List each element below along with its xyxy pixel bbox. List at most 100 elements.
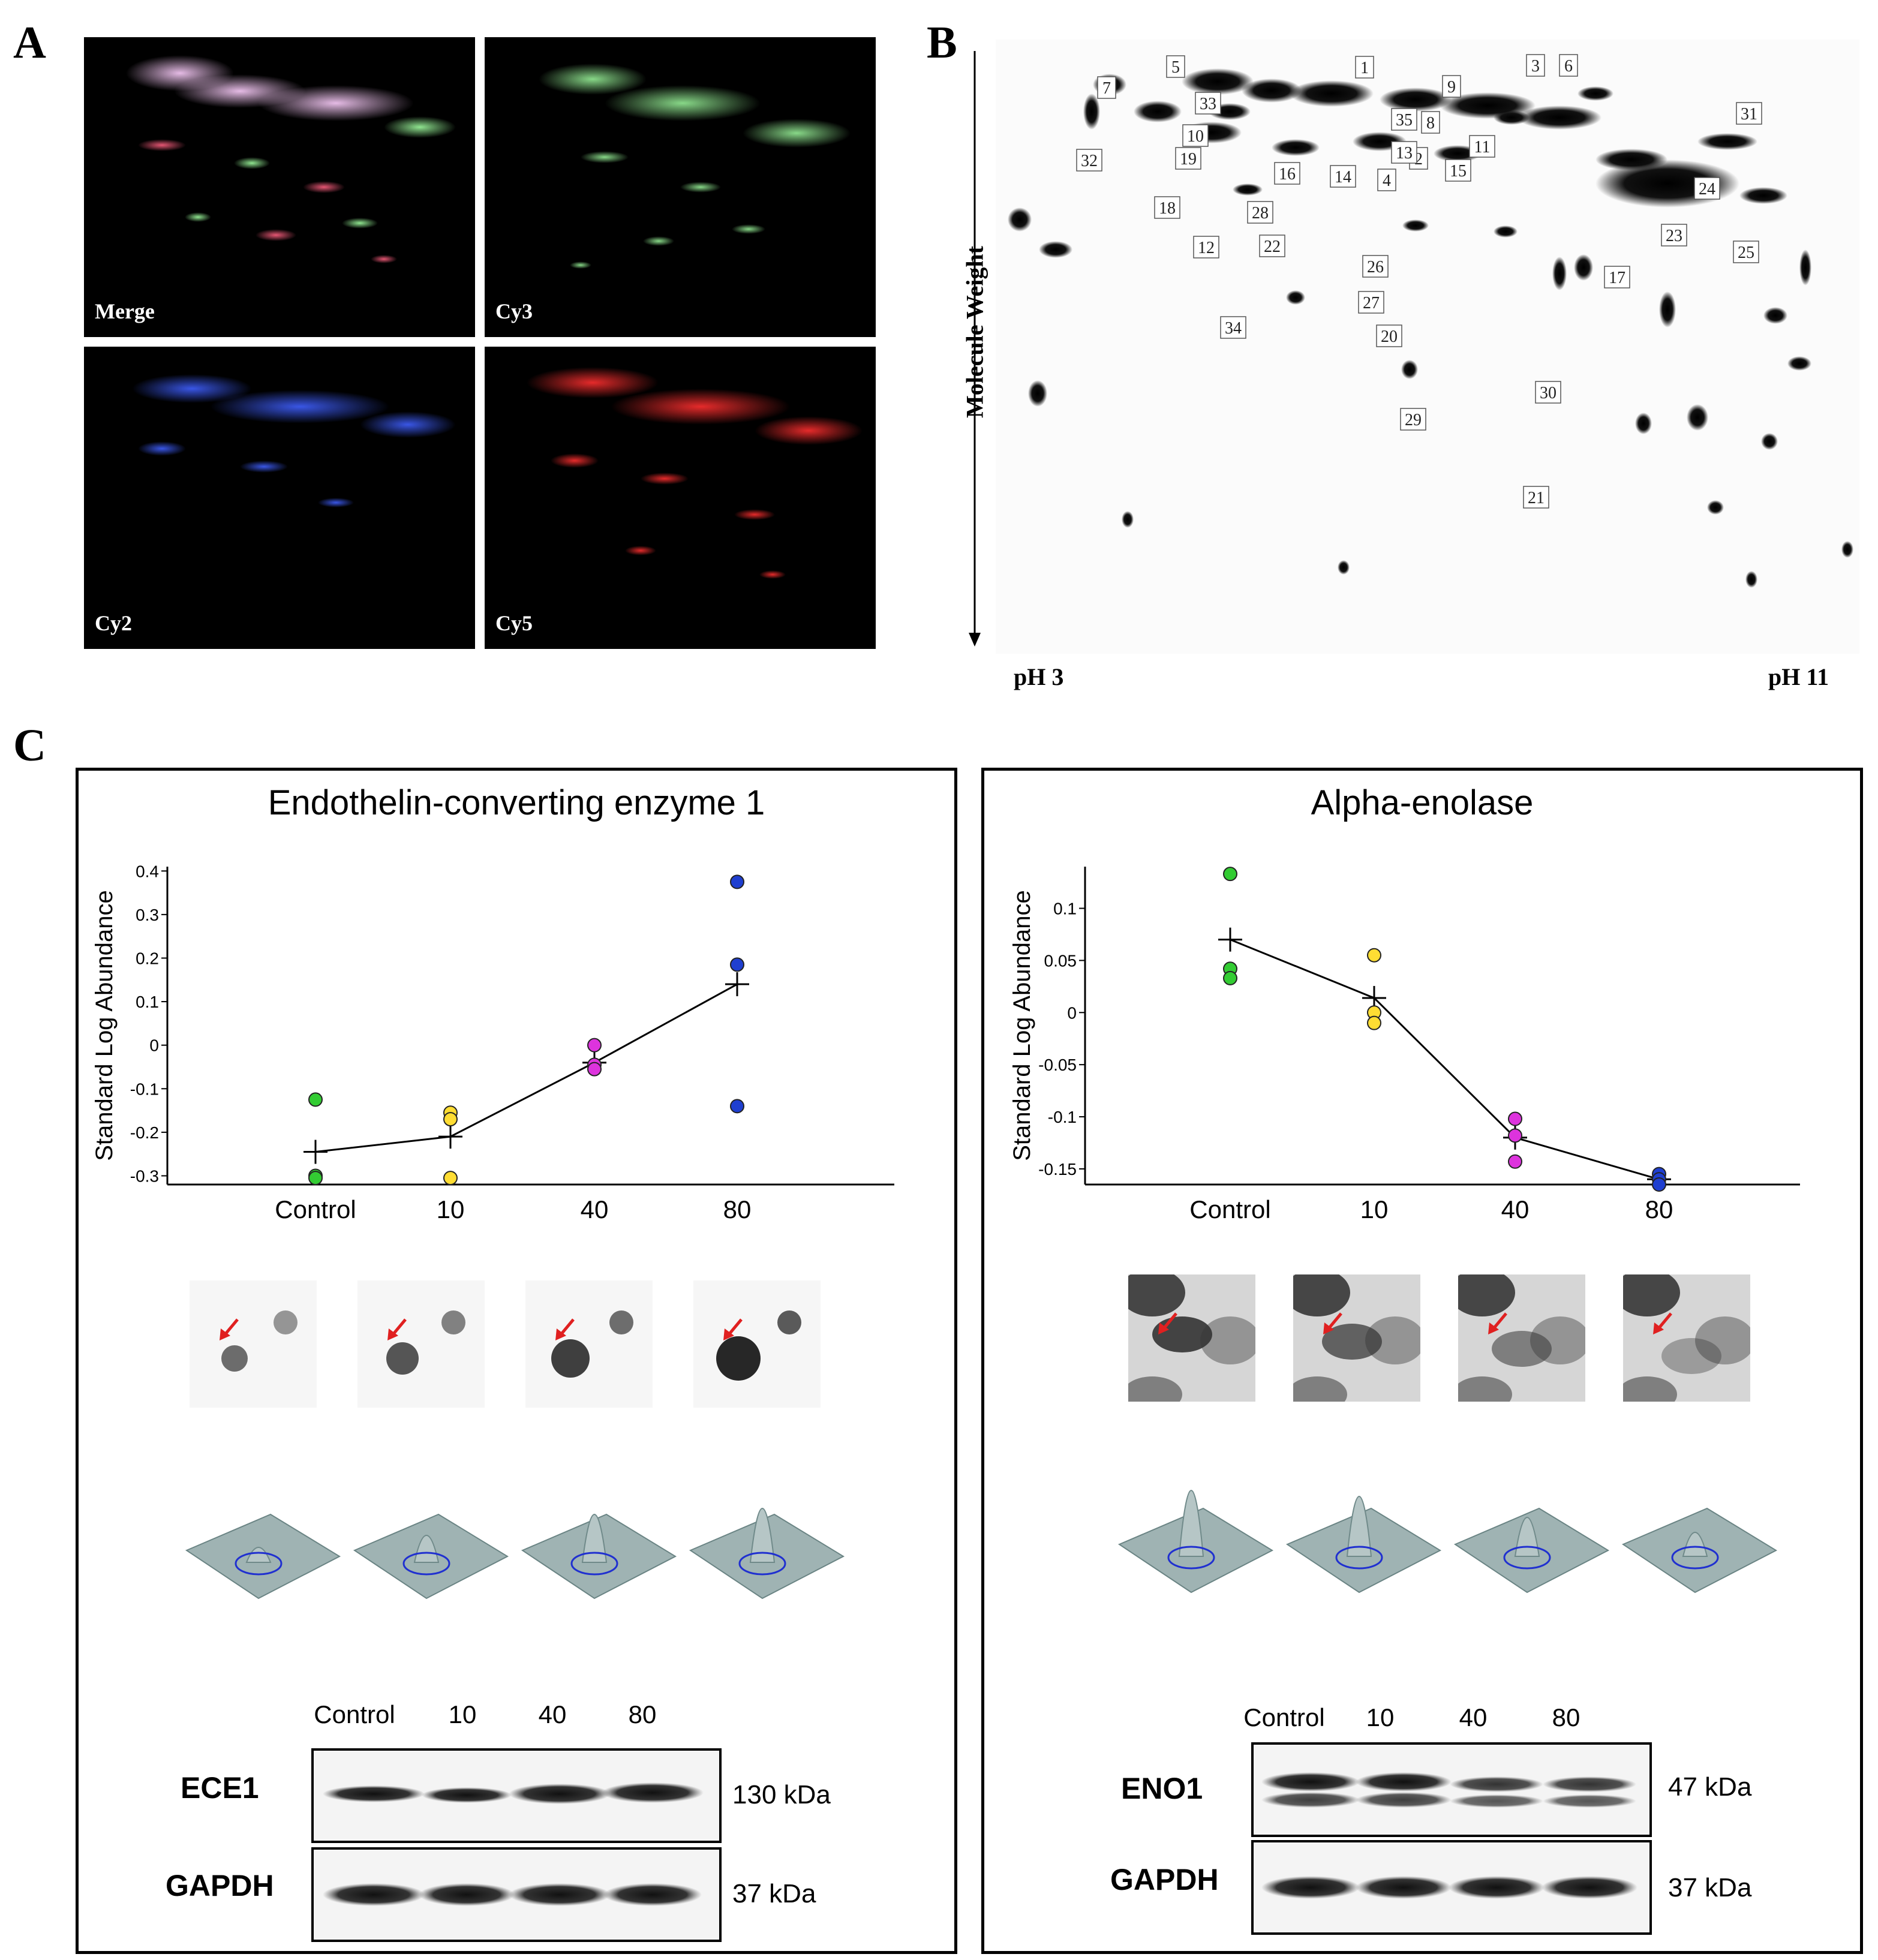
svg-text:23: 23 xyxy=(1666,227,1682,245)
y-tick-label: -0.1 xyxy=(130,1080,159,1098)
data-point xyxy=(1367,1015,1381,1030)
spot-label: 21 xyxy=(1523,486,1549,509)
x-tick-label: Control xyxy=(275,1195,356,1224)
svg-text:10: 10 xyxy=(1187,127,1204,146)
ece1-blot-label: ECE1 xyxy=(181,1771,259,1805)
eno1-blot-label: ENO1 xyxy=(1121,1772,1203,1805)
spot-3d-view xyxy=(689,1508,845,1600)
spot-label: 5 xyxy=(1166,55,1185,78)
spot-label: 6 xyxy=(1559,54,1578,77)
spot-label: 9 xyxy=(1442,75,1461,98)
mean-marker xyxy=(304,1140,327,1164)
spot-label: 28 xyxy=(1247,201,1273,224)
blot-lane-label: 80 xyxy=(1552,1703,1580,1731)
spot-label: 27 xyxy=(1358,291,1384,314)
eno1-kda: 47 kDa xyxy=(1668,1772,1752,1802)
data-point xyxy=(1223,970,1237,985)
spot-label: 4 xyxy=(1377,169,1396,191)
arrow-icon xyxy=(555,1318,575,1340)
ece1-kda: 130 kDa xyxy=(732,1780,831,1809)
mean-marker xyxy=(725,972,749,997)
ece1-bands xyxy=(323,1782,704,1804)
x-tick-label: 10 xyxy=(437,1195,465,1224)
eno1-blot-lanes: Control 10 40 80 xyxy=(1230,1703,1662,1739)
blot-lane-label: Control xyxy=(314,1700,395,1728)
spot-label: 3 xyxy=(1526,54,1545,77)
spot-label: 12 xyxy=(1193,236,1219,258)
gel-cy2-spots xyxy=(132,374,456,507)
spot-label: 14 xyxy=(1330,165,1356,188)
data-point xyxy=(730,874,744,889)
arrow-icon xyxy=(1323,1312,1342,1334)
spot-3d-view xyxy=(521,1513,677,1600)
spot-label: 16 xyxy=(1274,162,1300,185)
blot-lane-label: 40 xyxy=(1459,1703,1488,1731)
data-point xyxy=(730,957,744,972)
svg-text:26: 26 xyxy=(1367,258,1384,276)
data-point xyxy=(1508,1128,1522,1143)
y-tick-label: 0 xyxy=(149,1036,159,1055)
gel-cy2: Cy2 xyxy=(84,347,475,649)
mean-marker xyxy=(1218,927,1242,952)
spot-thumbnail xyxy=(693,1280,821,1408)
spot-3d-view xyxy=(1453,1507,1610,1594)
ece1-panel: Endothelin-converting enzyme 1 0.4 0.3 0.2… xyxy=(76,768,957,1954)
arrow-icon xyxy=(1653,1312,1672,1334)
spot-label: 8 xyxy=(1421,111,1440,134)
blot-lane-label: 80 xyxy=(628,1700,657,1728)
spot-3d-view xyxy=(1621,1507,1778,1594)
spot-thumbnail xyxy=(190,1280,317,1408)
svg-text:35: 35 xyxy=(1396,111,1413,130)
molecular-weight-axis xyxy=(966,48,984,648)
eno1-title: Alpha-enolase xyxy=(1311,783,1534,822)
svg-text:18: 18 xyxy=(1159,199,1176,218)
spot-label: 26 xyxy=(1362,255,1389,278)
spot-label: 22 xyxy=(1259,235,1285,257)
gel-cy5-label: Cy5 xyxy=(495,611,533,635)
gapdh-blot-left xyxy=(311,1847,722,1942)
svg-text:21: 21 xyxy=(1528,489,1545,507)
gel-cy3-spots xyxy=(539,64,851,269)
spot-thumbnail xyxy=(1293,1274,1420,1402)
data-point xyxy=(730,1099,744,1114)
y-tick-label: -0.15 xyxy=(1038,1160,1077,1179)
ece1-abundance-chart: 0.4 0.3 0.2 0.1 0 -0.1 -0.2 -0.3 Standard Log Ab… xyxy=(91,862,894,1224)
gel-cy2-label: Cy2 xyxy=(95,611,132,635)
spot-label: 35 xyxy=(1391,108,1417,131)
svg-text:7: 7 xyxy=(1102,79,1111,98)
y-tick-label: 0.4 xyxy=(136,862,159,880)
svg-text:27: 27 xyxy=(1363,294,1380,312)
eno1-bands xyxy=(1261,1772,1636,1808)
spot-label: 31 xyxy=(1736,102,1762,125)
x-tick-label: 80 xyxy=(723,1195,752,1224)
y-tick-label: 0.2 xyxy=(136,949,159,967)
gapdh-kda-right: 37 kDa xyxy=(1668,1873,1752,1902)
svg-text:8: 8 xyxy=(1426,114,1435,133)
ph-right-label: pH 11 xyxy=(1768,663,1829,690)
data-point xyxy=(308,1171,323,1186)
data-point xyxy=(1508,1154,1522,1169)
arrow-icon xyxy=(1488,1312,1507,1334)
svg-text:13: 13 xyxy=(1396,144,1413,163)
svg-text:20: 20 xyxy=(1381,327,1398,346)
data-point xyxy=(587,1062,602,1077)
svg-text:15: 15 xyxy=(1450,162,1467,181)
gel-cy3-label: Cy3 xyxy=(495,299,533,323)
y-axis-label: Standard Log Abundance xyxy=(91,890,118,1161)
gapdh-label-right: GAPDH xyxy=(1110,1863,1219,1896)
svg-text:12: 12 xyxy=(1198,239,1215,257)
gapdh-bands-left xyxy=(323,1883,702,1906)
spot-label: 34 xyxy=(1220,316,1246,339)
y-axis-label: Standard Log Abundance xyxy=(1009,890,1035,1161)
y-tick-label: 0.1 xyxy=(1053,900,1077,918)
svg-text:34: 34 xyxy=(1225,319,1242,338)
x-tick-label: 10 xyxy=(1360,1195,1389,1224)
panel-a-letter: A xyxy=(13,17,46,68)
spot-thumbnail xyxy=(357,1280,485,1408)
spot-3d-view xyxy=(1117,1490,1274,1594)
spot-label: 20 xyxy=(1376,324,1402,347)
y-tick-label: -0.05 xyxy=(1038,1056,1077,1074)
data-point xyxy=(308,1092,323,1107)
arrow-icon xyxy=(387,1318,407,1340)
eno1-blot xyxy=(1251,1742,1652,1837)
